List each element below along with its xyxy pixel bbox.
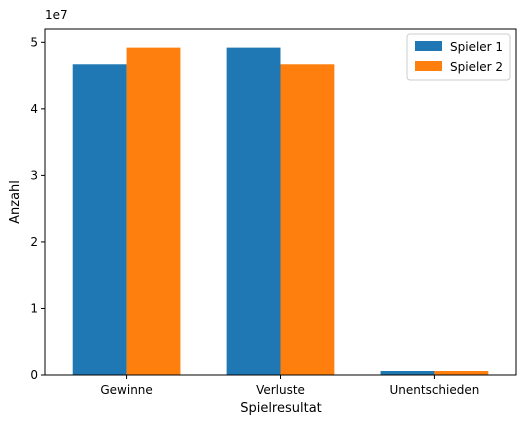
y-axis-label: Anzahl [8,180,23,224]
bars-layer [72,47,489,376]
y-tick-label-2: 2 [30,235,38,249]
legend-swatch-series-2 [415,61,442,71]
legend: Spieler 1 Spieler 2 [406,33,511,81]
bar-series-1-gewinne [72,64,127,376]
y-tick-label-5: 5 [30,35,38,49]
y-tick-label-3: 3 [30,168,38,182]
x-tick-label-gewinne: Gewinne [100,383,152,397]
bar-series-2-verluste [280,64,335,376]
bar-series-1-verluste [226,47,281,375]
x-axis-label: Spielresultat [240,401,322,416]
bar-series-2-unentschieden [434,371,489,375]
y-tick-label-1: 1 [30,301,38,315]
y-axis-offset-label: 1e7 [45,8,68,22]
y-tick-label-0: 0 [30,368,38,382]
x-tick-label-verluste: Verluste [256,383,305,397]
legend-swatch-series-1 [415,41,442,51]
x-tick-label-unentschieden: Unentschieden [389,383,479,397]
y-tick-label-4: 4 [30,102,38,116]
legend-label-series-2: Spieler 2 [450,60,503,74]
legend-label-series-1: Spieler 1 [450,40,503,54]
bar-series-2-gewinne [126,47,181,375]
bar-series-1-unentschieden [380,371,435,375]
axes-layer: 0 1 2 3 4 5 Gewinne Verluste Unentschieden [30,28,517,397]
